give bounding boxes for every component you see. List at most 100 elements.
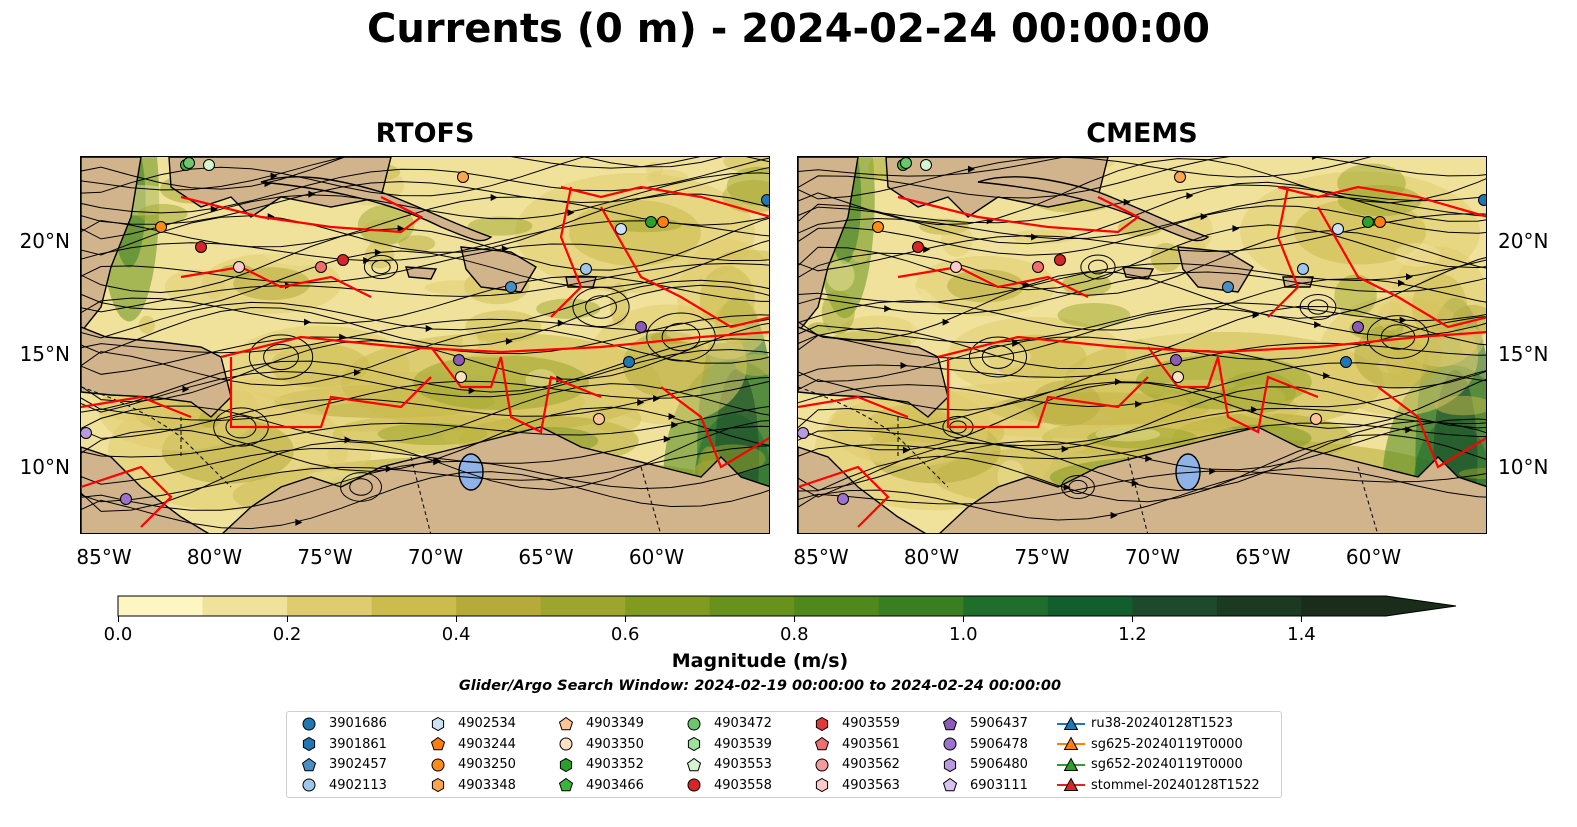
land-central-america-north (798, 326, 949, 418)
legend-item: 4903559 (808, 714, 900, 734)
map-panel-rtofs[interactable] (80, 156, 770, 534)
colorbar-tick-mark (455, 616, 457, 622)
legend-item: 4903558 (680, 776, 772, 796)
pentagon-marker-icon (558, 716, 574, 730)
country-borders (81, 386, 661, 533)
legend-item: 5906437 (936, 714, 1028, 734)
land-hispaniola (1177, 246, 1254, 293)
hexagon-marker-icon (943, 757, 957, 772)
legend-item: 4903553 (680, 755, 772, 775)
pentagon-marker-icon (558, 777, 574, 792)
search-window-text: Glider/Argo Search Window: 2024-02-19 00… (458, 678, 1062, 694)
colorbar-segment (963, 596, 1049, 616)
colorbar-tick-label: 0.2 (272, 624, 302, 645)
colorbar (117, 595, 1457, 617)
streamlines (798, 157, 1486, 521)
colorbar-label: Magnitude (m/s) (671, 650, 849, 672)
land-masses (798, 157, 1486, 533)
legend-item: 4903350 (552, 735, 644, 755)
float-markers (798, 157, 1486, 505)
lat-label-right-10n: 10°N (1498, 455, 1549, 479)
legend-item: ru38-20240128T1523 (1057, 714, 1233, 734)
lat-label-left-20n: 20°N (19, 229, 70, 253)
colorbar-segment (540, 596, 626, 616)
legend-item: 4903250 (424, 755, 516, 775)
colorbar-tick-label: 0.6 (610, 624, 640, 645)
lon-label-rtofs-75w: 75°W (297, 545, 353, 569)
colorbar-segment (287, 596, 373, 616)
legend-item-label: sg652-20240119T0000 (1091, 757, 1243, 772)
land-masses (81, 157, 769, 533)
legend-item: 3902457 (295, 755, 387, 775)
legend-item: 3901686 (295, 714, 387, 734)
lat-label-left-15n: 15°N (19, 342, 70, 366)
legend-item-label: 3902457 (329, 757, 387, 772)
hexagon-marker-icon (815, 716, 829, 731)
colorbar-tick-label: 0.8 (779, 624, 809, 645)
land-jamaica (405, 266, 438, 280)
legend-item: 4903539 (680, 735, 772, 755)
colorbar-segment (1132, 596, 1218, 616)
legend-item-label: 5906437 (970, 716, 1028, 731)
lon-label-rtofs-60w: 60°W (628, 545, 685, 569)
land-jamaica (1122, 266, 1155, 280)
legend-item-label: 4903244 (458, 736, 516, 752)
legend-item-label: stommel-20240128T1522 (1091, 777, 1260, 793)
legend-item-label: 4903350 (586, 736, 644, 752)
lon-label-cmems-75w: 75°W (1014, 545, 1070, 569)
glider-argo-tracks (798, 185, 1486, 528)
legend-item: 5906480 (936, 755, 1028, 775)
land-central-america-south (81, 446, 210, 533)
legend-item: 4903472 (680, 714, 772, 734)
colorbar-segment (709, 596, 795, 616)
colorbar-segment (202, 596, 288, 616)
pentagon-marker-icon (942, 777, 958, 792)
colorbar-tick-mark (1131, 616, 1133, 622)
lon-label-cmems-80w: 80°W (903, 545, 960, 569)
glider-argo-tracks (81, 185, 769, 528)
circle-marker-icon (559, 737, 573, 751)
colorbar-tick-mark (286, 616, 288, 622)
circle-marker-icon (431, 758, 445, 771)
pentagon-marker-icon (301, 757, 317, 771)
legend-item-label: 4903561 (842, 736, 900, 752)
hexagon-marker-icon (431, 716, 445, 731)
colorbar-tick-label: 1.0 (949, 624, 978, 645)
legend-item: 4903561 (808, 735, 900, 755)
legend-item-label: 4903539 (714, 736, 772, 752)
lat-label-left-10n: 10°N (19, 455, 70, 479)
legend-item-label: 4902113 (329, 777, 387, 793)
colorbar-tick-label: 0.4 (441, 624, 471, 645)
legend-item: 4903244 (424, 735, 516, 755)
pentagon-marker-icon (942, 716, 958, 730)
legend-item-label: 5906480 (970, 757, 1028, 772)
pentagon-marker-icon (686, 757, 702, 771)
hexagon-marker-icon (687, 736, 701, 752)
legend-item-label: 4902534 (458, 716, 516, 731)
lon-label-cmems-60w: 60°W (1345, 545, 1402, 569)
circle-marker-icon (302, 778, 316, 792)
glider-track-marker-icon (1057, 756, 1085, 771)
legend-item: 4903352 (552, 755, 644, 775)
lat-label-right-20n: 20°N (1498, 229, 1549, 253)
legend-item: 4902534 (424, 714, 516, 734)
colorbar-segment (1216, 596, 1302, 616)
legend-item-label: 4903558 (714, 777, 772, 793)
lon-label-rtofs-65w: 65°W (518, 545, 574, 569)
legend-item-label: 4903250 (458, 757, 516, 772)
lon-label-rtofs-80w: 80°W (186, 545, 243, 569)
country-borders (798, 386, 1378, 533)
legend-item-label: 3901686 (329, 716, 387, 731)
colorbar-segment (118, 596, 204, 616)
colorbar-tick-mark (793, 616, 795, 622)
hexagon-marker-icon (302, 736, 316, 752)
colorbar-tick-label: 0.0 (103, 624, 133, 645)
hexagon-marker-icon (559, 757, 573, 772)
map-panel-cmems[interactable] (797, 156, 1487, 534)
colorbar-tick-label: 1.2 (1118, 624, 1147, 645)
lon-label-cmems-70w: 70°W (1124, 545, 1181, 569)
land-gulf-coast (168, 157, 392, 218)
circle-marker-icon (815, 758, 829, 771)
legend-item-label: 4903348 (458, 777, 516, 793)
legend-item: 3901861 (295, 735, 387, 755)
